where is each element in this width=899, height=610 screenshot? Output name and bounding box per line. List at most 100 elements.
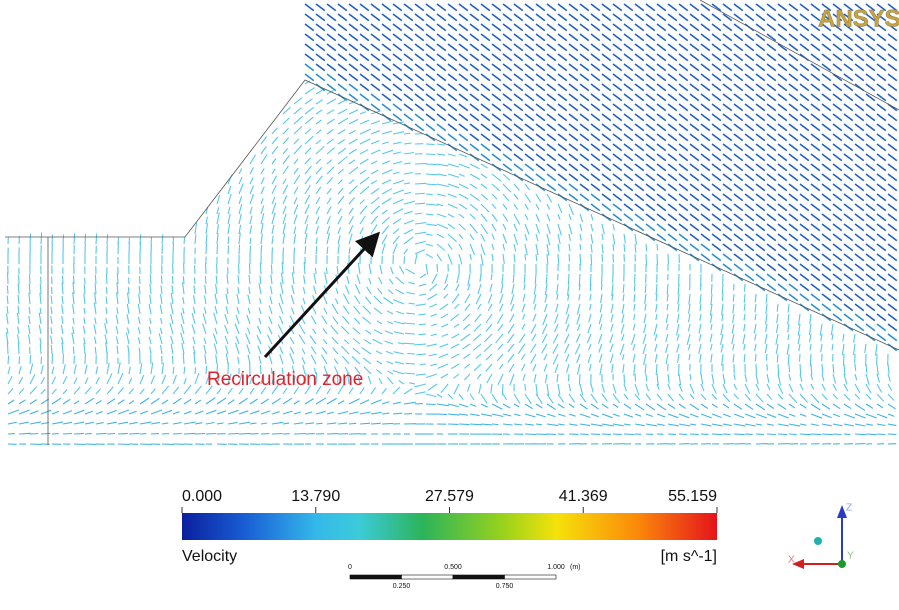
vector <box>235 336 240 345</box>
vector <box>524 393 532 405</box>
vector <box>568 233 571 242</box>
vector <box>507 353 515 363</box>
vector <box>414 343 427 346</box>
vector <box>354 366 361 375</box>
vector <box>238 421 251 425</box>
vector <box>612 63 623 72</box>
vector <box>821 103 832 112</box>
vector <box>304 80 311 85</box>
vector <box>609 333 614 344</box>
vector <box>678 433 688 436</box>
vector <box>282 213 287 225</box>
vector <box>887 93 898 102</box>
vector <box>634 193 645 202</box>
vector <box>634 163 645 172</box>
vector <box>601 73 612 82</box>
vector <box>546 203 551 210</box>
vector <box>689 163 700 172</box>
vector <box>667 3 678 12</box>
vector <box>579 243 582 251</box>
vector <box>788 283 799 292</box>
vector <box>742 333 746 345</box>
vector <box>238 196 243 205</box>
vector <box>469 403 477 407</box>
vector <box>876 393 885 402</box>
vector <box>330 325 339 335</box>
vector <box>425 213 434 216</box>
vector <box>337 139 346 145</box>
vector <box>106 386 114 395</box>
vector <box>238 432 251 435</box>
vector <box>205 397 216 405</box>
vector <box>315 372 318 385</box>
vector <box>105 307 108 315</box>
vector <box>700 143 711 152</box>
vector <box>568 153 579 162</box>
vector <box>192 306 196 315</box>
vector <box>656 213 667 222</box>
vector <box>710 353 713 363</box>
vector <box>172 411 180 415</box>
vector <box>395 276 405 285</box>
vector <box>601 393 608 402</box>
vector <box>799 293 810 302</box>
vector <box>491 23 502 32</box>
vector <box>832 63 843 72</box>
vector <box>557 173 568 182</box>
vector <box>139 397 150 405</box>
scale-label: 1.000 <box>547 564 565 571</box>
vector <box>298 334 306 345</box>
vector <box>304 373 307 385</box>
vector <box>216 195 221 205</box>
vector <box>799 43 810 52</box>
vector <box>469 83 480 92</box>
vector <box>315 158 322 165</box>
vector <box>72 275 75 285</box>
vector <box>643 353 647 366</box>
vector <box>18 409 30 415</box>
vector <box>462 313 471 322</box>
vector <box>667 373 670 384</box>
vector <box>557 83 568 92</box>
vector <box>865 93 876 102</box>
vector <box>73 400 80 405</box>
vector <box>744 63 755 72</box>
vector <box>843 213 854 222</box>
vector <box>403 113 414 122</box>
vector <box>370 247 373 255</box>
vector <box>279 346 284 355</box>
vector <box>810 173 821 182</box>
vector <box>439 303 449 311</box>
vector <box>832 293 843 302</box>
vector <box>458 423 470 426</box>
vector <box>678 23 689 32</box>
vector <box>191 312 196 325</box>
vector <box>643 323 647 334</box>
vector <box>843 83 854 92</box>
vector <box>414 123 425 132</box>
vector <box>766 83 777 92</box>
vector <box>821 33 832 42</box>
vector <box>689 203 700 212</box>
vector <box>403 73 414 82</box>
vector <box>656 13 667 22</box>
vector <box>589 273 592 286</box>
vector <box>403 151 415 155</box>
vector <box>544 293 548 303</box>
vector <box>524 153 535 162</box>
vector <box>623 13 634 22</box>
vector <box>546 3 557 12</box>
vector <box>623 193 634 202</box>
vector <box>249 398 258 405</box>
vector <box>291 365 295 375</box>
vector <box>598 353 603 363</box>
vector <box>590 143 601 152</box>
vector <box>139 242 142 255</box>
vector <box>205 216 208 225</box>
vector <box>326 109 335 115</box>
vector <box>6 295 9 305</box>
vector <box>854 43 865 52</box>
vector <box>832 283 843 292</box>
vector <box>665 313 669 324</box>
vector <box>623 113 634 122</box>
